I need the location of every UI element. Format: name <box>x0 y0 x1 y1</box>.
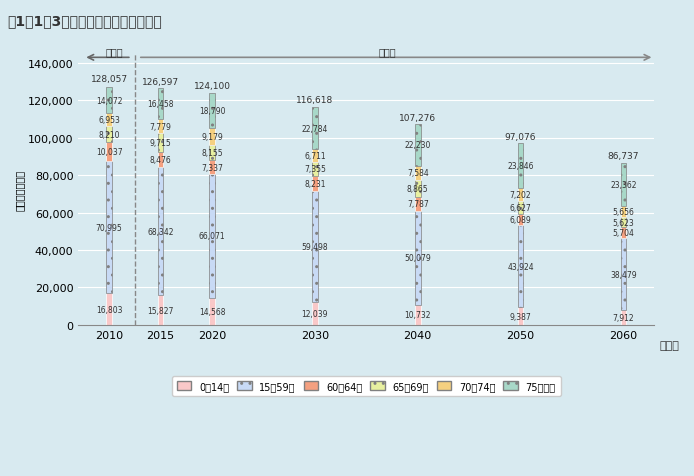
Bar <box>158 168 163 296</box>
Bar <box>415 197 421 212</box>
Text: 86,737: 86,737 <box>608 152 639 161</box>
Text: 23,362: 23,362 <box>610 180 636 189</box>
Text: 116,618: 116,618 <box>296 96 334 105</box>
Bar <box>106 161 112 294</box>
Bar <box>415 167 421 180</box>
Text: 15,827: 15,827 <box>147 306 174 315</box>
Text: 8,476: 8,476 <box>150 156 171 165</box>
Text: 5,656: 5,656 <box>613 208 634 217</box>
Bar <box>518 307 523 325</box>
Bar <box>312 162 318 176</box>
Text: 6,953: 6,953 <box>98 116 120 125</box>
Text: 70,995: 70,995 <box>96 223 123 232</box>
Text: 14,568: 14,568 <box>198 307 226 316</box>
Text: 7,912: 7,912 <box>613 313 634 322</box>
Text: 18,790: 18,790 <box>198 107 226 116</box>
Bar <box>158 152 163 168</box>
Text: 8,155: 8,155 <box>201 149 223 158</box>
Bar <box>209 146 215 161</box>
Text: 9,179: 9,179 <box>201 133 223 142</box>
Text: 16,458: 16,458 <box>147 99 174 109</box>
Text: 実績値: 実績値 <box>105 47 123 57</box>
Bar <box>312 303 318 325</box>
Text: 22,784: 22,784 <box>302 124 328 133</box>
Text: 8,210: 8,210 <box>99 130 120 139</box>
Bar <box>518 226 523 307</box>
Text: 5,623: 5,623 <box>613 218 634 227</box>
Text: 7,787: 7,787 <box>407 200 429 209</box>
Bar <box>106 114 112 127</box>
Text: 7,779: 7,779 <box>150 122 171 131</box>
Text: 7,584: 7,584 <box>407 169 429 178</box>
Bar <box>106 142 112 161</box>
Text: （年）: （年） <box>659 340 679 350</box>
Bar <box>158 134 163 152</box>
Text: 8,231: 8,231 <box>304 179 325 188</box>
Bar <box>106 88 112 114</box>
Bar <box>209 161 215 175</box>
Bar <box>518 188 523 202</box>
Text: 7,202: 7,202 <box>510 191 532 199</box>
Text: 6,711: 6,711 <box>304 152 325 161</box>
Bar <box>415 212 421 305</box>
Text: 7,355: 7,355 <box>304 165 325 174</box>
Text: 68,342: 68,342 <box>147 228 174 236</box>
Text: 9,715: 9,715 <box>150 139 171 148</box>
Bar <box>106 294 112 325</box>
Bar <box>415 180 421 197</box>
Text: 10,037: 10,037 <box>96 148 122 157</box>
Text: 図1－1－3　年齢区分別将来人口推計: 図1－1－3 年齢区分別将来人口推計 <box>7 14 162 28</box>
Bar <box>415 125 421 167</box>
Bar <box>209 93 215 129</box>
Text: 23,846: 23,846 <box>507 162 534 171</box>
Text: 14,072: 14,072 <box>96 97 122 106</box>
Text: 8,865: 8,865 <box>407 184 428 193</box>
Bar <box>312 150 318 162</box>
Text: 12,039: 12,039 <box>302 309 328 318</box>
Bar <box>158 296 163 325</box>
Text: 源計値: 源計値 <box>378 47 396 57</box>
Text: 7,337: 7,337 <box>201 163 223 172</box>
Text: 38,479: 38,479 <box>610 270 637 279</box>
Text: 66,071: 66,071 <box>198 232 226 241</box>
Bar <box>620 310 626 325</box>
Text: 128,057: 128,057 <box>90 75 128 84</box>
Text: 50,079: 50,079 <box>405 254 431 263</box>
Text: 97,076: 97,076 <box>505 133 536 142</box>
Bar <box>620 163 626 207</box>
Bar <box>620 218 626 228</box>
Bar <box>518 202 523 214</box>
Bar <box>158 89 163 119</box>
Text: 5,704: 5,704 <box>613 229 634 238</box>
Bar <box>415 305 421 325</box>
Bar <box>312 192 318 303</box>
Text: 16,803: 16,803 <box>96 305 122 314</box>
Bar <box>158 119 163 134</box>
Bar <box>312 176 318 192</box>
Bar <box>106 127 112 142</box>
Text: 6,089: 6,089 <box>509 216 532 225</box>
Text: 6,627: 6,627 <box>509 204 532 213</box>
Legend: 0～14歳, 15～59歳, 60～64歳, 65～69歳, 70～74歳, 75歳以上: 0～14歳, 15～59歳, 60～64歳, 65～69歳, 70～74歳, 7… <box>172 377 561 396</box>
Text: 10,732: 10,732 <box>405 311 431 320</box>
Bar <box>209 298 215 325</box>
Text: 107,276: 107,276 <box>399 114 437 123</box>
Bar <box>620 207 626 218</box>
Text: 126,597: 126,597 <box>142 78 179 87</box>
Text: 59,498: 59,498 <box>302 243 328 252</box>
Text: 43,924: 43,924 <box>507 262 534 271</box>
Bar <box>620 238 626 310</box>
Text: 22,230: 22,230 <box>405 141 431 150</box>
Bar <box>518 214 523 226</box>
Bar <box>620 228 626 238</box>
Bar <box>518 144 523 188</box>
Text: 124,100: 124,100 <box>194 82 230 91</box>
Y-axis label: 総人口（千人）: 総人口（千人） <box>15 169 25 210</box>
Bar <box>209 175 215 298</box>
Text: 9,387: 9,387 <box>509 312 532 321</box>
Bar <box>312 108 318 150</box>
Bar <box>209 129 215 146</box>
